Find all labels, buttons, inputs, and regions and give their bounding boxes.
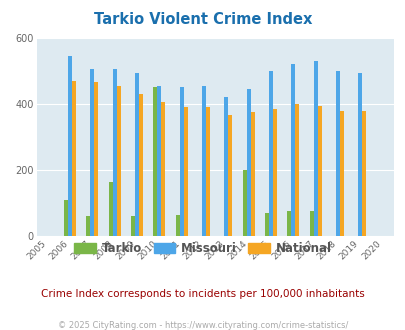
Bar (242, 170, 246, 236)
Bar (64, 200, 68, 236)
Bar (317, 106, 321, 236)
Bar (287, 211, 291, 236)
Bar (246, 89, 250, 236)
Bar (139, 94, 143, 236)
Bar (294, 104, 298, 236)
Text: © 2025 CityRating.com - https://www.cityrating.com/crime-statistics/: © 2025 CityRating.com - https://www.city… (58, 321, 347, 330)
Bar (291, 64, 294, 236)
Bar (86, 216, 90, 236)
Text: Tarkio Violent Crime Index: Tarkio Violent Crime Index (94, 12, 311, 26)
Bar (335, 71, 339, 236)
Legend: Tarkio, Missouri, National: Tarkio, Missouri, National (70, 237, 335, 260)
Bar (269, 71, 272, 236)
Bar (109, 182, 113, 236)
Bar (135, 73, 139, 236)
Bar (224, 97, 228, 236)
Bar (116, 86, 120, 236)
Bar (94, 82, 98, 236)
Bar (272, 109, 276, 236)
Bar (250, 112, 254, 236)
Bar (161, 102, 165, 236)
Bar (153, 87, 157, 236)
Bar (131, 216, 135, 236)
Bar (90, 69, 94, 236)
Bar (228, 115, 232, 236)
Bar (113, 69, 116, 236)
Bar (183, 107, 187, 236)
Bar (358, 73, 361, 236)
Bar (179, 87, 183, 236)
Bar (361, 111, 365, 236)
Text: Crime Index corresponds to incidents per 100,000 inhabitants: Crime Index corresponds to incidents per… (41, 289, 364, 299)
Bar (68, 56, 72, 236)
Bar (205, 107, 209, 236)
Bar (264, 213, 269, 236)
Bar (175, 214, 179, 236)
Bar (339, 111, 343, 236)
Bar (313, 61, 317, 236)
Bar (202, 86, 205, 236)
Bar (309, 211, 313, 236)
Bar (157, 86, 161, 236)
Bar (72, 81, 76, 236)
